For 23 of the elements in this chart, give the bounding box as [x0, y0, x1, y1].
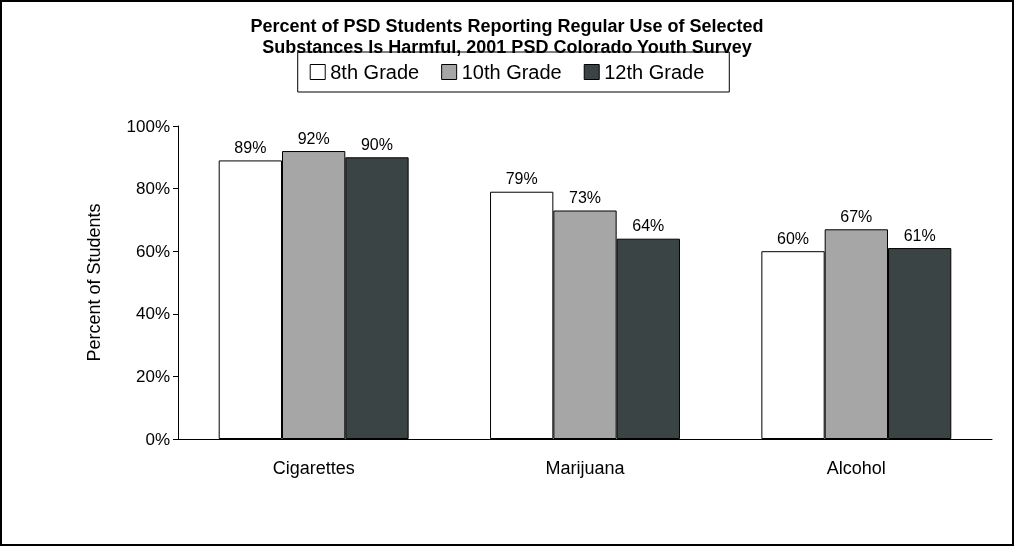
y-tick-label: 20% [135, 366, 170, 386]
y-tick-label: 60% [135, 241, 170, 261]
data-label: 89% [234, 138, 267, 156]
x-tick-label: Marijuana [545, 458, 626, 478]
chart-title: Percent of PSD Students Reporting Regular Use of Selected Substances Is Harmful, 2001 PSD Colorado Youth Survey [250, 15, 764, 57]
legend-label: 8th Grade [330, 61, 420, 83]
data-label: 73% [568, 189, 602, 207]
legend-label: 12th Grade [604, 61, 705, 83]
y-axis-title: Percent of Students [84, 203, 104, 362]
data-label: 90% [360, 135, 393, 153]
legend-label: 10th Grade [461, 61, 562, 83]
y-tick-label: 0% [145, 429, 170, 449]
data-label: 60% [777, 229, 810, 247]
data-label: 92% [297, 129, 330, 147]
y-tick-label: 80% [135, 179, 170, 199]
data-label: 79% [505, 170, 538, 188]
x-tick-label: Alcohol [826, 458, 886, 478]
y-tick-label: 40% [135, 304, 170, 324]
y-tick-label: 100% [126, 116, 170, 136]
data-label: 61% [903, 226, 936, 244]
x-tick-label: Cigarettes [272, 458, 355, 478]
data-label: 67% [840, 207, 873, 225]
data-label: 64% [632, 217, 665, 235]
